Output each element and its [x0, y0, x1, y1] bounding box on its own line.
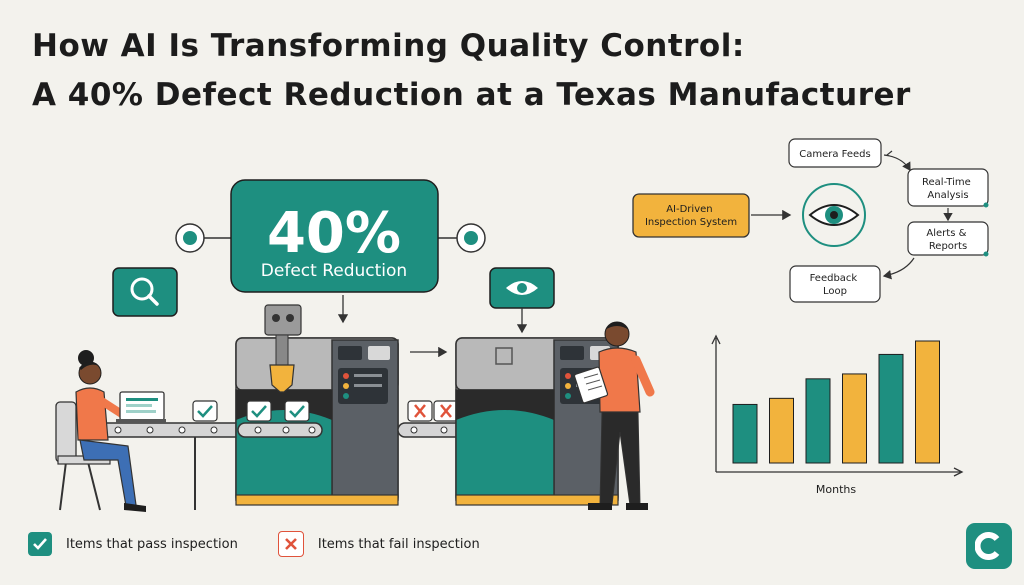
bar-2	[769, 397, 794, 464]
callout-value: 40%	[267, 201, 401, 266]
ai-eye-hub	[802, 183, 866, 247]
ai-inspection-system-label: AI-Driven Inspection System	[645, 204, 737, 228]
legend-fail-label: Items that fail inspection	[317, 536, 480, 552]
brand-logo	[966, 523, 1012, 569]
bar-chart: Months	[711, 334, 964, 496]
bar-5	[878, 353, 904, 464]
search-tile	[112, 267, 178, 317]
inspection-machine-1	[235, 304, 399, 506]
node-rta-line-1: Real-Time	[922, 177, 971, 188]
node-alerts-line-2: Reports	[929, 241, 967, 252]
legend-pass: Items that pass inspection	[28, 532, 238, 556]
defect-reduction-callout: 40% Defect Reduction	[175, 179, 486, 324]
pass-item	[192, 400, 218, 422]
node-feedback-line-2: Loop	[823, 286, 847, 297]
fail-item	[407, 400, 433, 422]
legend-pass-label: Items that pass inspection	[66, 536, 238, 552]
eye-tile	[489, 267, 555, 334]
ai-inspection-system-box: AI-Driven Inspection System	[632, 193, 750, 238]
ai-source-line-1: AI-Driven	[666, 204, 712, 215]
node-alerts-line-1: Alerts &	[926, 228, 966, 239]
bar-6	[915, 340, 940, 464]
svg-text:Camera Feeds: Camera Feeds	[799, 149, 871, 160]
inspection-machine-2	[455, 337, 619, 506]
node-feedback-line-1: Feedback	[810, 273, 858, 284]
seated-worker	[55, 350, 166, 512]
node-real-time-analysis-label: Real-Time Analysis	[922, 177, 974, 201]
x-axis-label: Months	[816, 483, 856, 496]
eye-icon	[506, 281, 538, 295]
node-camera-feeds-label: Camera Feeds	[799, 149, 871, 160]
node-alerts-reports: Alerts & Reports	[907, 221, 989, 257]
node-camera-feeds: Camera Feeds	[788, 138, 882, 168]
bar-3	[805, 378, 831, 464]
pass-item	[284, 400, 310, 422]
pass-item	[246, 400, 272, 422]
legend: Items that pass inspection Items that fa…	[28, 531, 520, 557]
node-rta-line-2: Analysis	[927, 190, 968, 201]
ai-flow-diagram: AI-Driven Inspection System Camera Feeds…	[632, 138, 989, 303]
fail-item	[433, 400, 459, 422]
title-line-2: A 40% Defect Reduction at a Texas Manufa…	[32, 77, 911, 113]
search-icon	[130, 277, 159, 306]
node-feedback-loop: Feedback Loop	[789, 265, 881, 303]
page-title: How AI Is Transforming Quality Control: …	[32, 22, 911, 120]
legend-fail: Items that fail inspection	[277, 531, 480, 557]
standing-worker	[573, 321, 655, 510]
ai-source-line-2: Inspection System	[645, 217, 737, 228]
node-real-time-analysis: Real-Time Analysis	[907, 168, 989, 208]
node-feedback-loop-label: Feedback Loop	[810, 273, 861, 297]
check-icon	[28, 532, 52, 556]
x-icon	[277, 531, 304, 557]
bar-4	[842, 373, 867, 464]
title-line-1: How AI Is Transforming Quality Control:	[32, 28, 745, 64]
node-alerts-reports-label: Alerts & Reports	[926, 228, 969, 252]
callout-label: Defect Reduction	[261, 261, 407, 281]
bar-1	[732, 403, 758, 464]
